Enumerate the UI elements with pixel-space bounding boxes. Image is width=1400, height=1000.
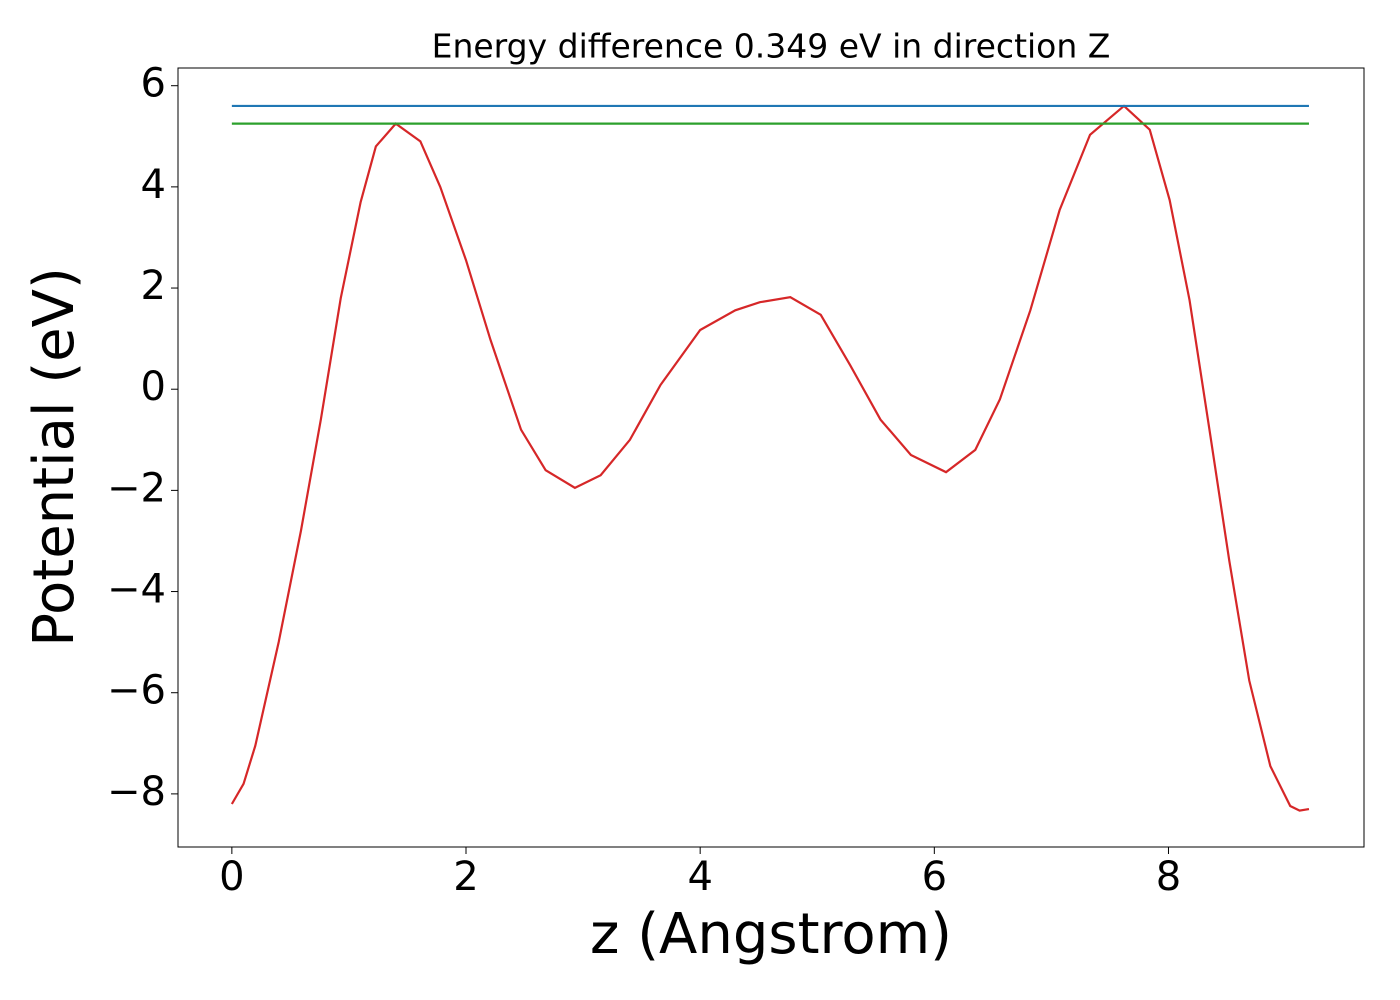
x-tick-label: 0 <box>219 854 244 900</box>
chart-title: Energy difference 0.349 eV in direction … <box>432 27 1111 66</box>
data-line <box>230 104 1310 812</box>
y-tick-label: 2 <box>141 263 166 309</box>
x-tick-label: 6 <box>922 854 947 900</box>
y-axis-label: Potential (eV) <box>22 267 87 647</box>
x-tick-label: 8 <box>1156 854 1181 900</box>
y-tick-label: −8 <box>107 769 166 815</box>
plot-frame <box>177 67 1365 848</box>
y-tick-label: 4 <box>141 162 166 208</box>
y-tick-label: −6 <box>107 668 166 714</box>
y-tick-label: −4 <box>107 567 166 613</box>
y-tick-label: −2 <box>107 465 166 511</box>
x-axis-label: z (Angstrom) <box>590 902 952 967</box>
y-tick-label: 0 <box>141 364 166 410</box>
y-tick-label: 6 <box>141 61 166 107</box>
x-tick-label: 2 <box>453 854 478 900</box>
x-tick-label: 4 <box>687 854 712 900</box>
